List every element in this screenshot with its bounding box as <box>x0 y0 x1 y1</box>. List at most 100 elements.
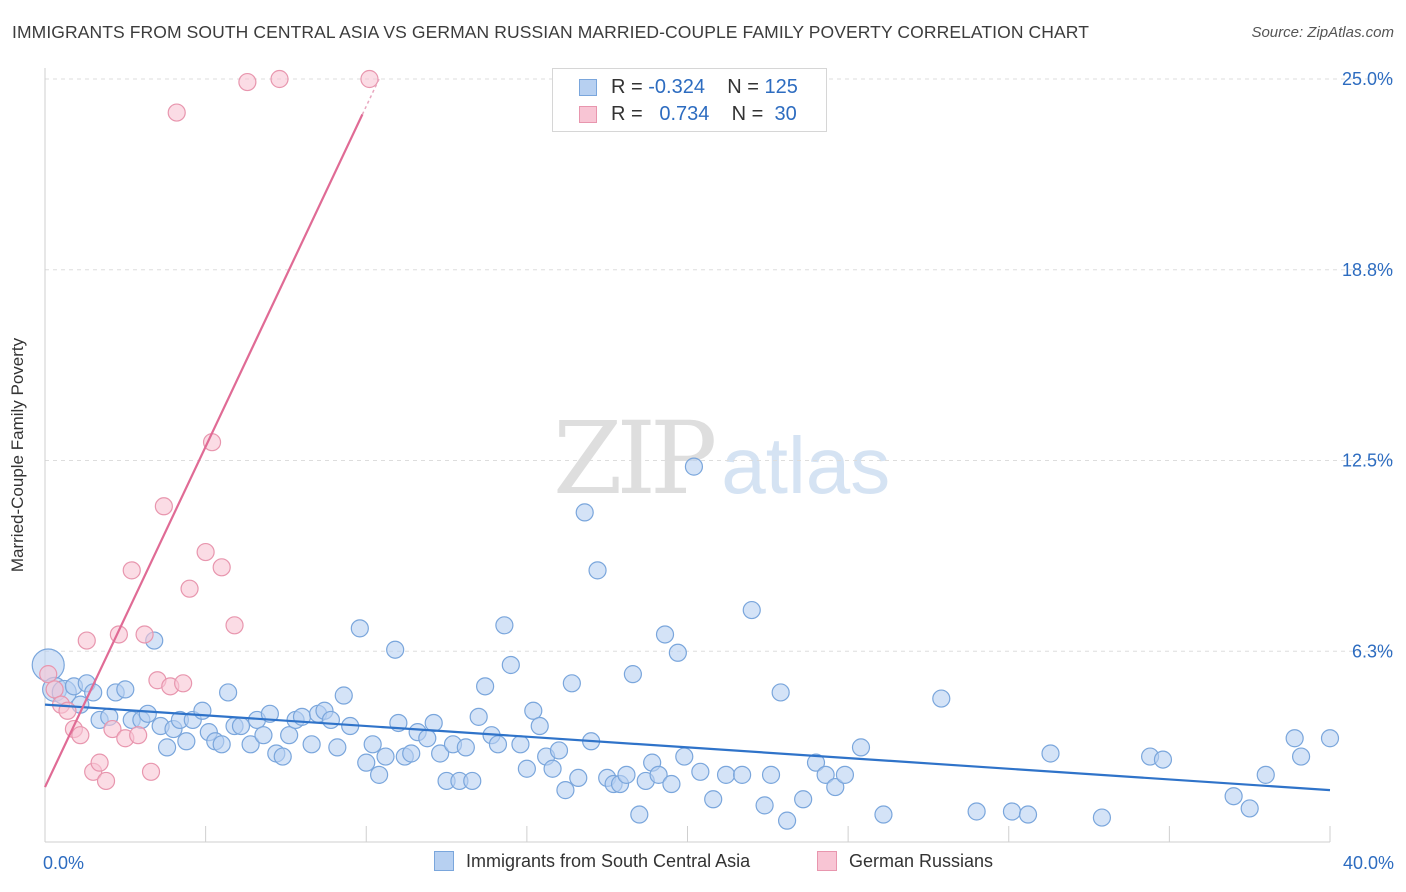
point-south-central-asia <box>157 738 177 757</box>
point-south-central-asia <box>463 771 482 791</box>
point-south-central-asia <box>835 765 855 784</box>
point-south-central-asia <box>826 777 845 797</box>
correlation-legend: R = -0.324 N = 125 R = 0.734 N = 30 <box>552 68 827 132</box>
x-tick-label: 40.0% <box>1343 853 1394 873</box>
point-south-central-asia <box>655 625 675 644</box>
point-south-central-asia <box>1153 750 1173 769</box>
watermark: ZIP atlas <box>553 400 890 517</box>
source-label: Source: ZipAtlas.com <box>1251 24 1394 41</box>
point-south-central-asia <box>431 744 450 763</box>
legend-n-label: N = <box>727 76 759 98</box>
point-german-russian <box>71 726 90 745</box>
trendline-german-russian <box>44 113 364 788</box>
legend-r-value: 0.734 <box>659 103 710 125</box>
point-german-russian <box>39 665 58 684</box>
trendline-south-central-asia <box>44 703 1331 792</box>
point-german-russian <box>90 753 109 772</box>
point-south-central-asia <box>370 765 389 784</box>
point-south-central-asia <box>231 716 251 736</box>
legend-n-label: N = <box>731 103 764 125</box>
point-german-russian <box>212 558 231 577</box>
legend-label: Immigrants from South Central Asia <box>466 851 751 871</box>
point-south-central-asia <box>543 759 562 778</box>
x-tick-label: 0.0% <box>43 853 84 873</box>
point-south-central-asia <box>328 738 347 757</box>
legend-item-german-russians: German Russians <box>817 851 993 872</box>
point-south-central-asia <box>488 735 508 754</box>
point-south-central-asia <box>806 753 826 772</box>
point-south-central-asia <box>777 811 797 830</box>
point-south-central-asia <box>1002 802 1022 821</box>
point-south-central-asia <box>530 716 549 736</box>
point-south-central-asia <box>649 765 668 784</box>
point-german-russian <box>167 103 186 122</box>
point-south-central-asia <box>386 640 405 659</box>
point-german-russian <box>196 542 215 562</box>
chart-title: IMMIGRANTS FROM SOUTH CENTRAL ASIA VS GE… <box>12 22 1090 42</box>
point-south-central-asia <box>116 680 135 699</box>
legend-item-south-central-asia: Immigrants from South Central Asia <box>434 851 750 872</box>
point-south-central-asia <box>517 759 536 778</box>
point-german-russian <box>180 579 199 598</box>
point-south-central-asia <box>1256 765 1275 784</box>
point-south-central-asia <box>350 619 369 638</box>
point-south-central-asia <box>1291 747 1311 766</box>
point-german-russian <box>225 616 244 635</box>
point-south-central-asia <box>662 774 681 794</box>
point-german-russian <box>154 497 173 516</box>
point-german-russian <box>135 625 154 644</box>
point-german-russian <box>103 719 122 739</box>
legend-swatch-blue <box>434 851 454 871</box>
point-south-central-asia <box>456 738 475 757</box>
point-south-central-asia <box>1240 799 1259 818</box>
point-south-central-asia <box>357 753 376 772</box>
y-tick-label: 18.8% <box>1342 260 1393 280</box>
point-south-central-asia <box>556 781 575 800</box>
point-german-russian <box>174 674 193 693</box>
point-south-central-asia <box>675 747 694 766</box>
point-german-russian <box>141 762 161 781</box>
point-south-central-asia <box>816 765 835 784</box>
point-south-central-asia <box>280 726 299 745</box>
point-south-central-asia <box>402 744 421 763</box>
y-tick-label: 12.5% <box>1342 451 1393 471</box>
point-south-central-asia <box>193 701 212 720</box>
point-german-russian <box>238 72 257 92</box>
legend-label: German Russians <box>849 851 994 871</box>
legend-swatch-pink <box>817 851 837 871</box>
point-south-central-asia <box>771 683 790 702</box>
point-south-central-asia <box>418 729 437 748</box>
point-south-central-asia <box>1285 729 1304 748</box>
point-south-central-asia <box>569 768 588 788</box>
trendline-german-russian-extension <box>361 78 380 115</box>
point-south-central-asia <box>1224 787 1243 806</box>
point-german-russian <box>129 726 148 745</box>
point-south-central-asia <box>219 683 238 702</box>
point-south-central-asia <box>623 665 642 684</box>
point-south-central-asia <box>501 655 520 675</box>
point-south-central-asia <box>575 503 594 522</box>
point-south-central-asia <box>967 802 986 821</box>
watermark-atlas: atlas <box>721 421 891 510</box>
point-german-russian <box>77 631 96 650</box>
point-south-central-asia <box>874 805 893 824</box>
point-south-central-asia <box>469 707 488 726</box>
point-south-central-asia <box>1018 805 1038 824</box>
y-axis-label: Married-Couple Family Poverty <box>8 337 27 573</box>
point-german-russian <box>360 69 379 89</box>
point-german-russian <box>122 561 141 580</box>
point-german-russian <box>96 771 116 791</box>
point-south-central-asia <box>932 689 951 708</box>
point-german-russian <box>270 69 289 89</box>
point-south-central-asia <box>495 616 514 635</box>
point-south-central-asia <box>241 735 260 754</box>
point-south-central-asia <box>138 704 157 723</box>
point-south-central-asia <box>742 600 761 620</box>
point-south-central-asia <box>588 561 607 580</box>
point-south-central-asia <box>254 726 273 745</box>
point-south-central-asia <box>761 765 781 784</box>
point-south-central-asia <box>668 643 687 662</box>
legend-n-value: 125 <box>764 76 798 98</box>
point-south-central-asia <box>177 732 196 751</box>
